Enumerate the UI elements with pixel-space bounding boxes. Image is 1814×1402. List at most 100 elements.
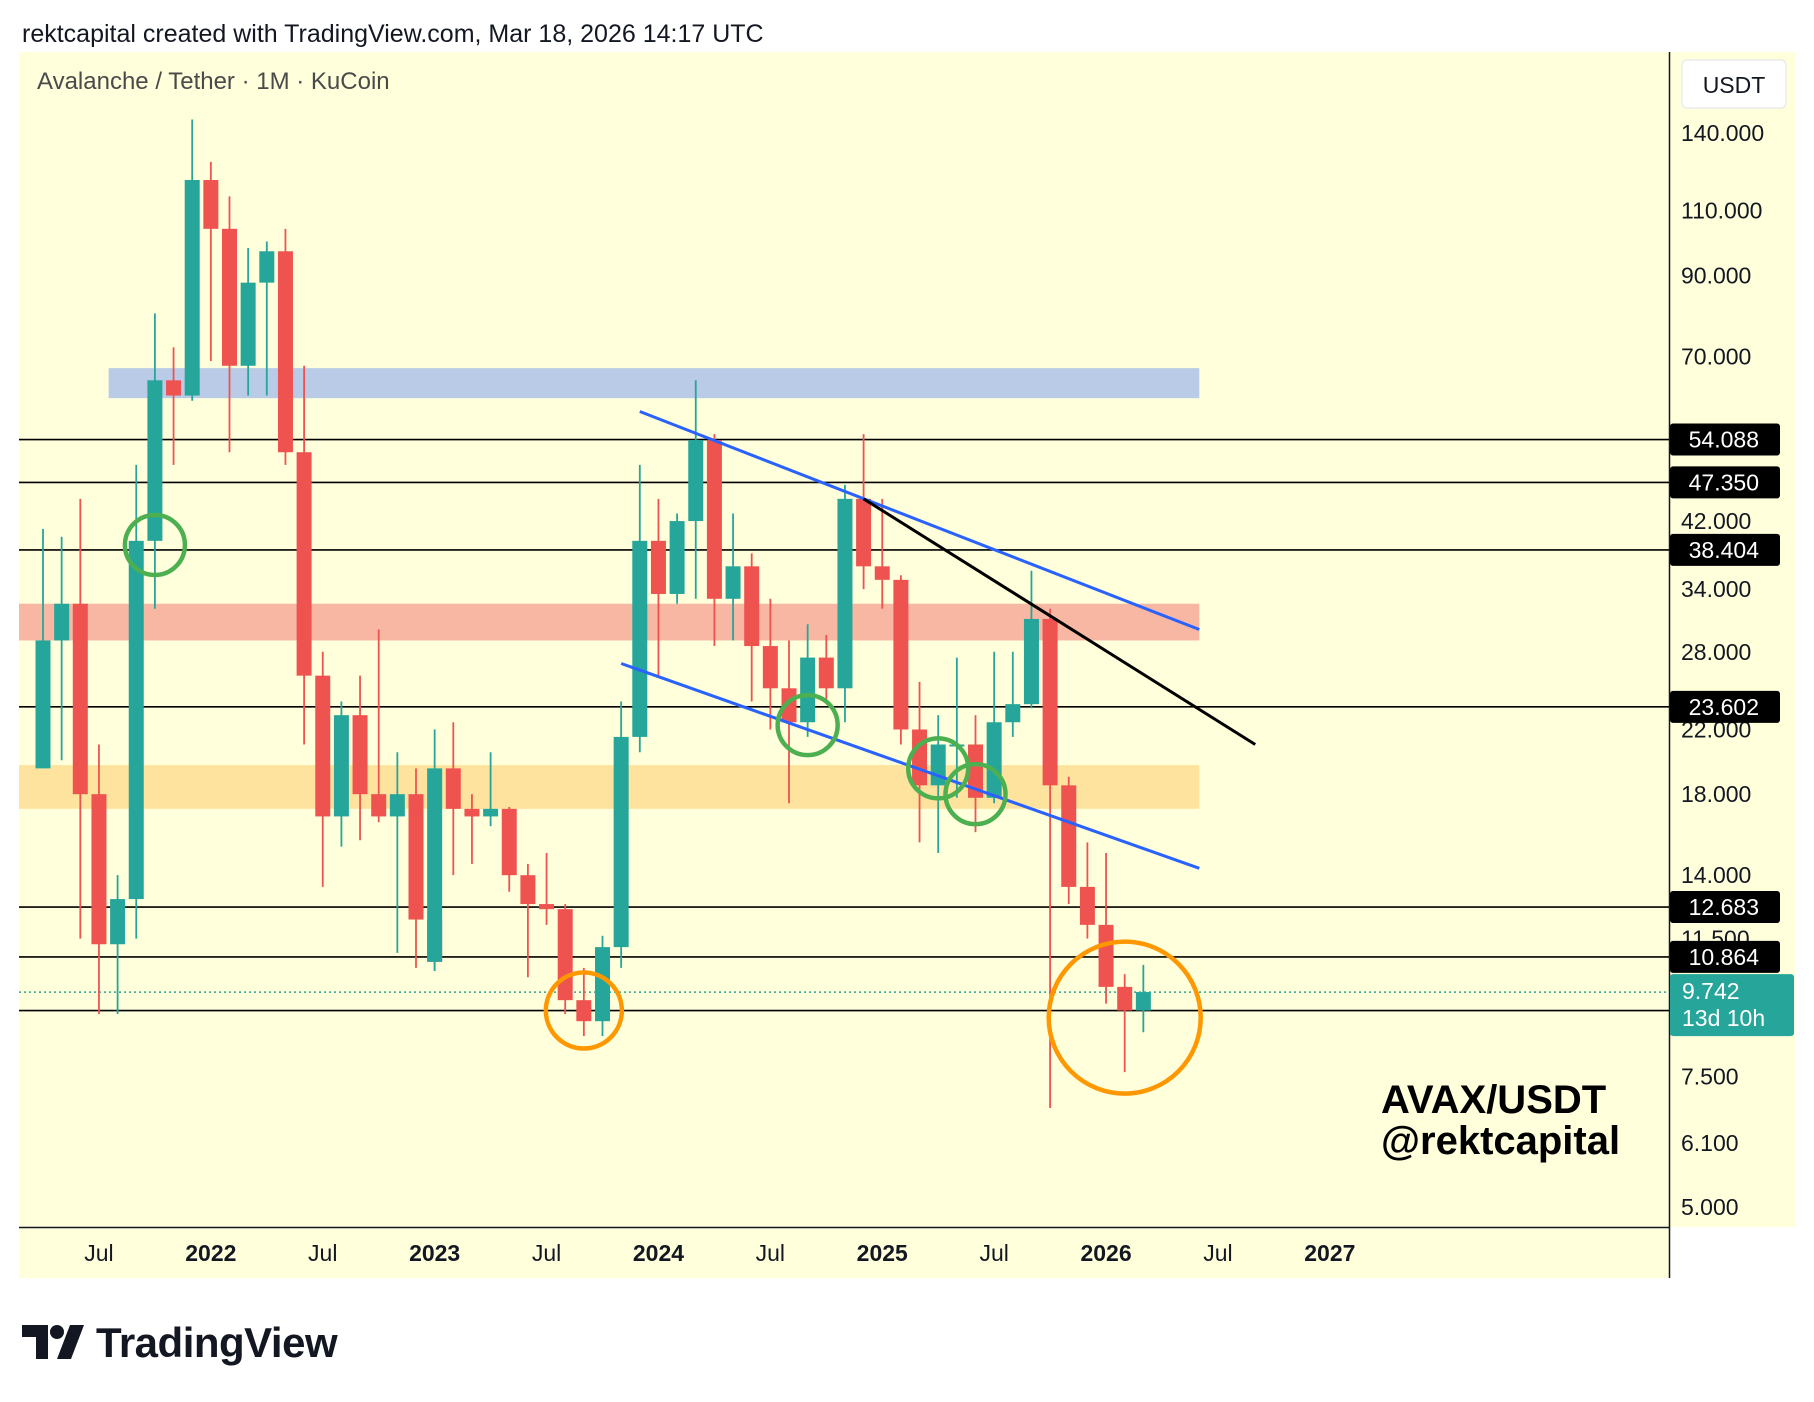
y-tick-label: 14.000 — [1681, 862, 1751, 888]
candle-body — [520, 875, 536, 905]
y-tick-label: 5.000 — [1681, 1194, 1739, 1220]
candle-body — [445, 768, 461, 809]
y-tick-label: 140.000 — [1681, 120, 1764, 146]
currency-button[interactable]: USDT — [1681, 59, 1787, 109]
level-badge-10.864 — [1670, 940, 1780, 973]
candle-body — [333, 715, 349, 817]
y-tick-label: 28.000 — [1681, 639, 1751, 665]
y-tick-label: 18.000 — [1681, 781, 1751, 807]
candle-2024-06 — [744, 553, 760, 702]
chart-title: Avalanche / Tether · 1M · KuCoin — [37, 68, 390, 95]
candle-body — [1079, 886, 1095, 925]
level-label: 23.602 — [1689, 694, 1759, 720]
candle-body — [613, 736, 629, 948]
level-badge-38.404 — [1670, 533, 1780, 566]
candle-2024-01 — [650, 498, 666, 676]
candle-body — [1005, 704, 1021, 723]
level-label: 38.404 — [1689, 537, 1760, 563]
candle-2023-02 — [445, 722, 461, 876]
current-price-badge — [1670, 974, 1794, 1037]
candle-body — [35, 640, 51, 769]
candle-2024-02 — [669, 513, 685, 604]
x-axis-background[interactable] — [19, 1228, 1670, 1278]
candle-body — [91, 794, 107, 945]
candle-2025-09 — [1023, 570, 1039, 709]
current-price-value: 9.742 — [1682, 978, 1740, 1004]
x-tick-label: 2023 — [409, 1240, 460, 1266]
y-axis-ticks: 140.000 110.000 90.000 70.000 42.000 34.000 28… — [1681, 120, 1764, 1220]
x-tick-label: Jul — [756, 1240, 785, 1266]
tradingview-footer[interactable]: TradingView — [22, 1318, 338, 1368]
candle-body — [110, 899, 126, 945]
y-tick-label: 7.500 — [1681, 1063, 1739, 1089]
resistance-zone — [108, 368, 1200, 399]
candle-body — [557, 909, 573, 1001]
candle-body — [203, 180, 219, 229]
x-tick-label: Jul — [1203, 1240, 1232, 1266]
currency-label[interactable]: USDT — [1703, 72, 1766, 98]
chart-frame[interactable]: Avalanche / Tether · 1M · KuCoin USDT 14… — [19, 52, 1795, 1278]
annotation-pair: AVAX/USDT — [1381, 1078, 1606, 1122]
candle-2025-11 — [1061, 776, 1077, 905]
candle-body — [54, 603, 70, 641]
candle-2021-04 — [35, 528, 51, 769]
current-price-label: 9.742 13d 10h — [1670, 974, 1794, 1037]
candle-countdown: 13d 10h — [1682, 1005, 1765, 1031]
candle-2022-07 — [315, 651, 331, 887]
candle-body — [1135, 992, 1151, 1011]
currency-button-bg[interactable] — [1681, 59, 1787, 109]
x-tick-label: 2022 — [185, 1240, 236, 1266]
candle-body — [706, 440, 722, 599]
candle-2024-10 — [818, 634, 834, 702]
candle-2023-12 — [632, 464, 648, 753]
candle-body — [408, 794, 424, 920]
candle-body — [576, 1000, 592, 1022]
candle-body — [501, 808, 517, 876]
level-label: 10.864 — [1689, 944, 1760, 970]
candle-2025-06 — [968, 715, 983, 833]
candle-2022-01 — [203, 161, 219, 362]
orange-circle-0 — [543, 970, 625, 1051]
x-axis-ticks: Jul 2022 Jul 2023 Jul 2024 Jul 2025 Jul 2026 Jul 20… — [84, 1240, 1355, 1266]
x-tick-label: Jul — [84, 1240, 113, 1266]
candle-2025-12 — [1079, 842, 1095, 939]
candle-2021-12 — [184, 119, 200, 401]
candle-body — [1042, 618, 1058, 786]
candle-body — [296, 452, 312, 676]
level-badge-54.088 — [1670, 423, 1780, 456]
circles-layer — [122, 512, 1203, 1096]
candle-2021-08 — [110, 875, 126, 1015]
candle-2025-02 — [893, 575, 909, 745]
candle-body — [539, 904, 555, 910]
candle-body — [762, 646, 778, 689]
candle-2021-11 — [166, 347, 182, 465]
level-badge-12.683 — [1670, 891, 1780, 924]
x-tick-label: 2027 — [1304, 1240, 1355, 1266]
candle-2023-09 — [576, 967, 592, 1037]
tradingview-brand: TradingView — [96, 1319, 338, 1366]
candle-body — [669, 521, 685, 594]
x-tick-label: 2025 — [857, 1240, 908, 1266]
x-tick-label: 2026 — [1080, 1240, 1131, 1266]
candle-2021-10 — [147, 313, 163, 609]
y-tick-label: 34.000 — [1681, 576, 1751, 602]
candle-body — [184, 180, 200, 396]
candle-body — [818, 657, 834, 689]
green-circle-1 — [775, 692, 840, 758]
candle-body — [147, 380, 163, 541]
candle-body — [1098, 924, 1114, 987]
candle-body — [986, 722, 1002, 798]
candle-2023-08 — [557, 904, 573, 1015]
candle-2023-03 — [464, 794, 480, 864]
candlestick-chart[interactable]: Avalanche / Tether · 1M · KuCoin USDT 14… — [19, 52, 1795, 1278]
red-zone — [19, 603, 1200, 641]
candle-body — [240, 282, 256, 366]
candle-2024-09 — [800, 624, 816, 737]
candle-2023-06 — [520, 863, 536, 978]
candle-body — [744, 566, 760, 647]
level-badge-47.350 — [1670, 466, 1780, 499]
candle-2026-03 — [1135, 964, 1151, 1033]
candle-body — [277, 251, 293, 453]
candle-2026-02 — [1117, 974, 1133, 1073]
x-tick-label: Jul — [532, 1240, 561, 1266]
